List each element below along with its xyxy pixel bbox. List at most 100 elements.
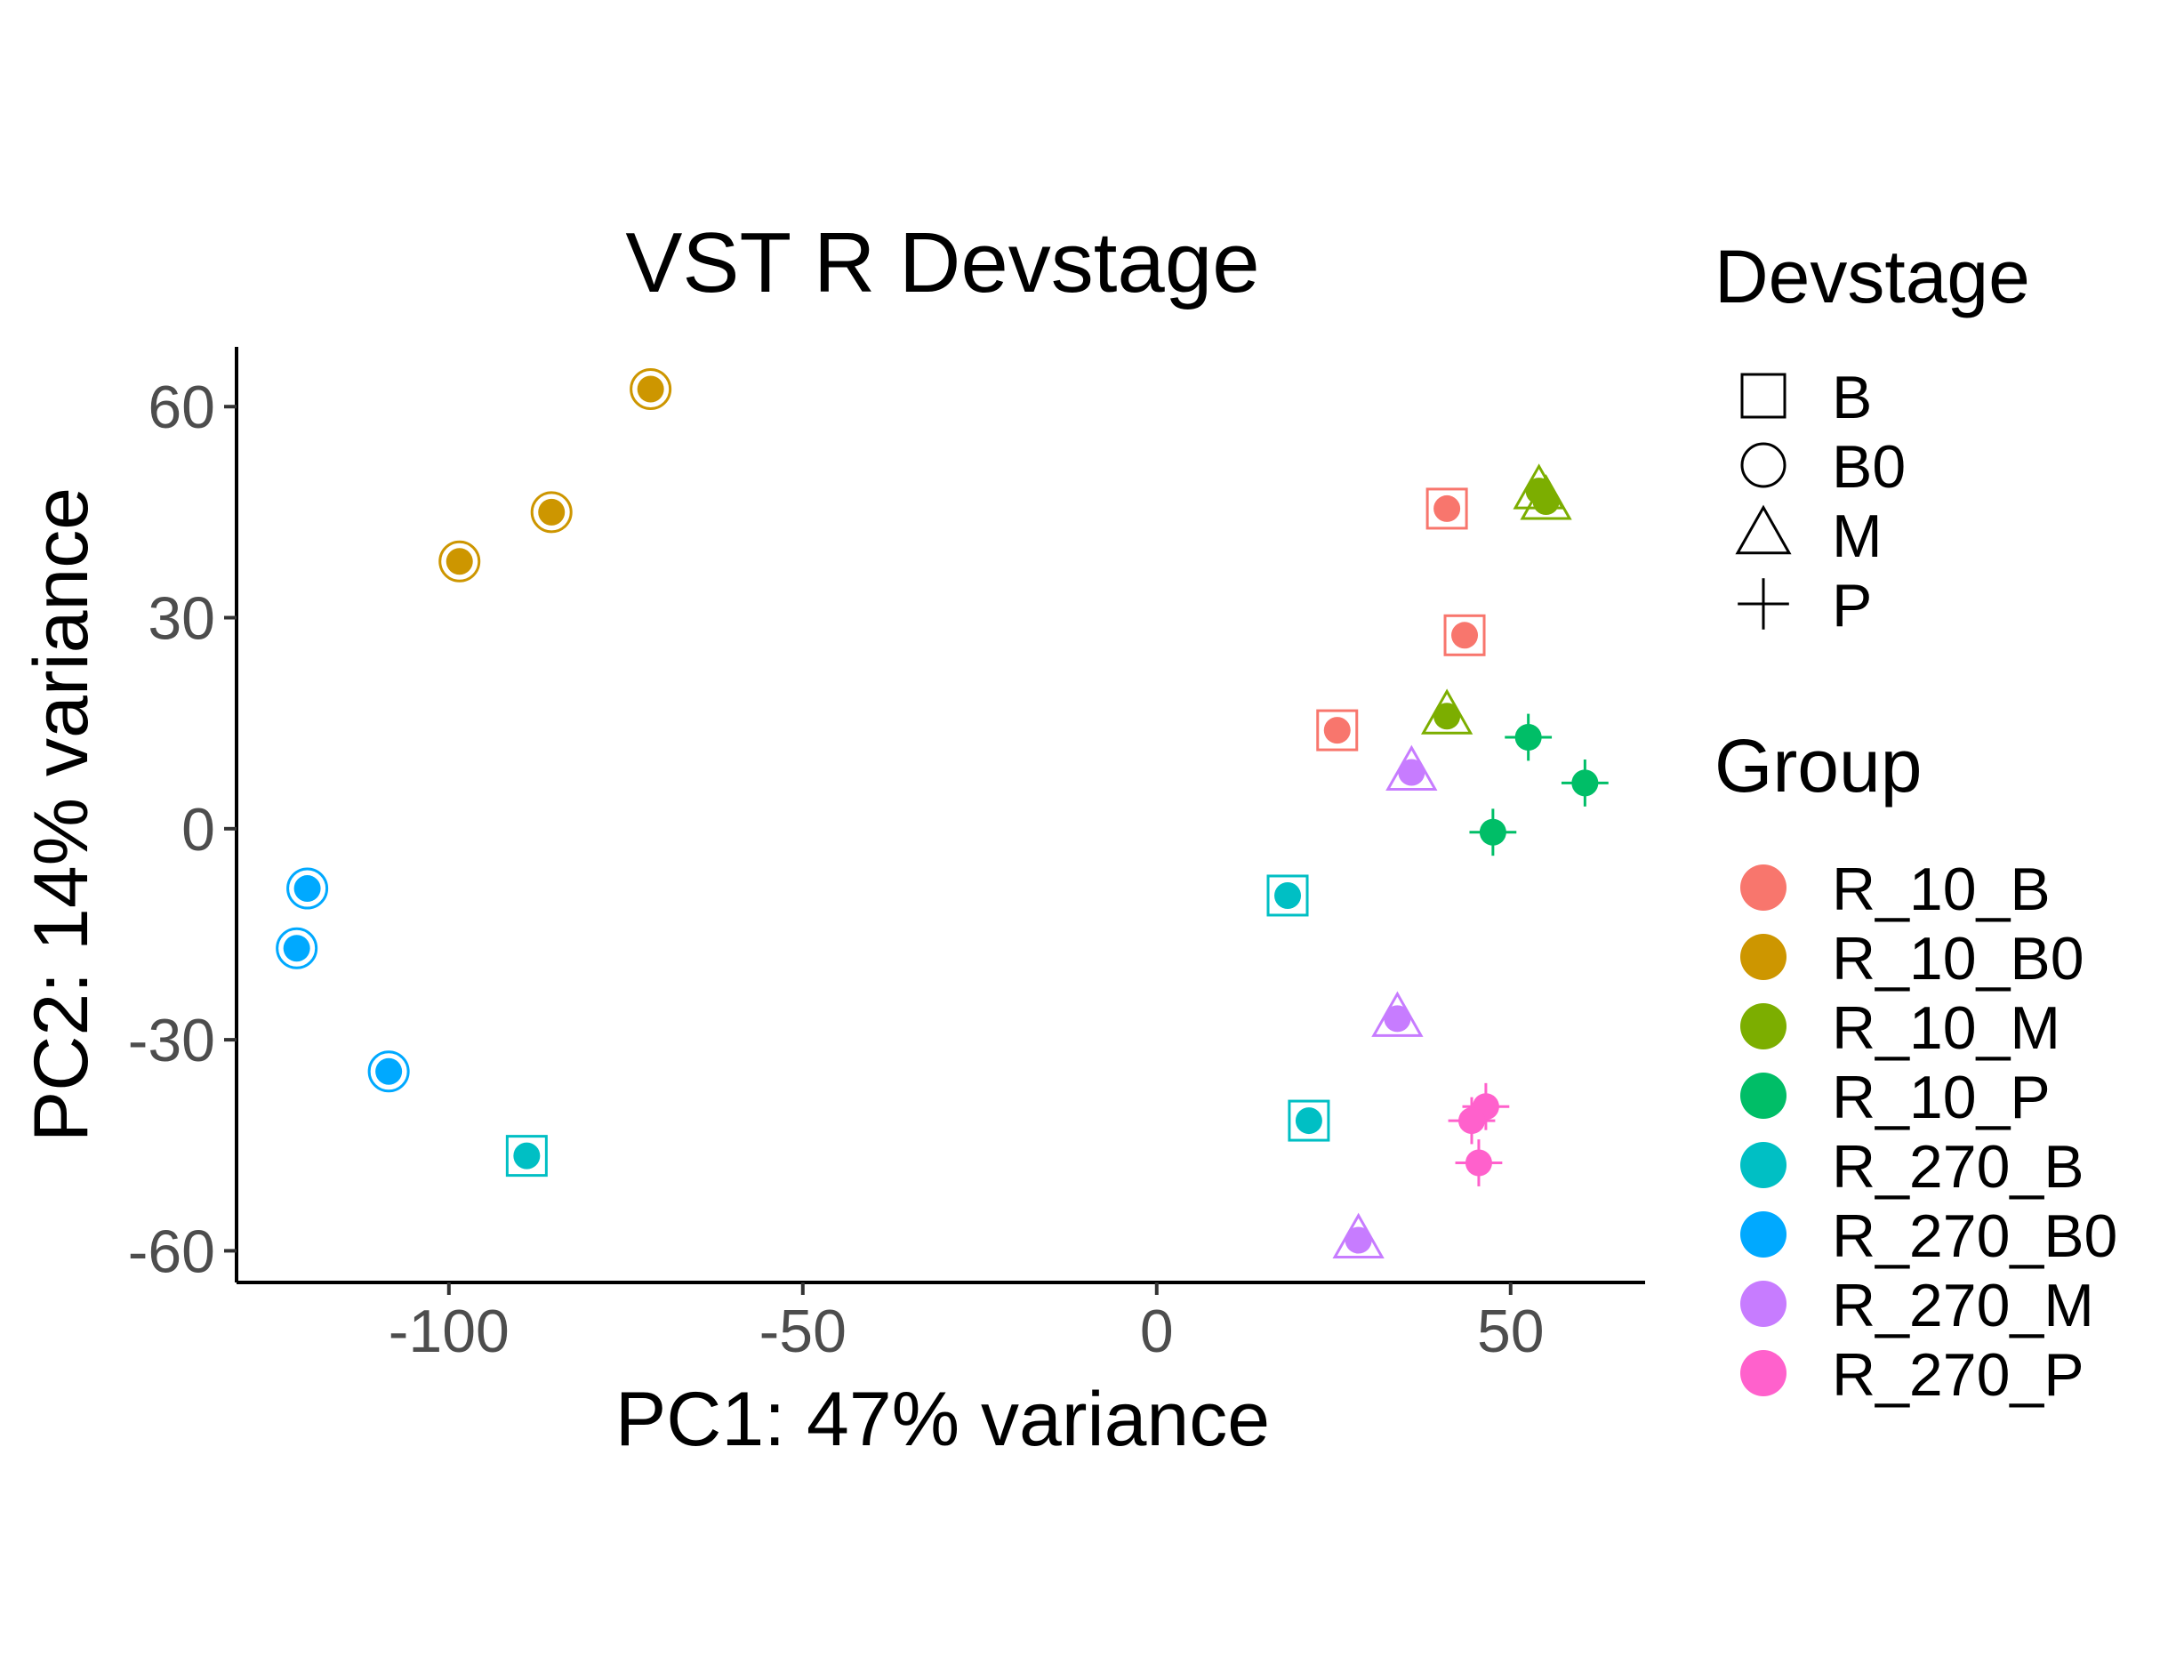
point-fill-dot (1465, 1149, 1492, 1177)
devstage-legend-item: P (1738, 572, 1872, 639)
legend-circle-icon (1740, 442, 1787, 488)
point-fill-dot (1295, 1107, 1322, 1135)
data-point (1520, 474, 1572, 520)
y-tick-label: 30 (148, 585, 215, 653)
y-tick-label: 60 (148, 374, 215, 441)
y-tick-label: -60 (128, 1218, 215, 1285)
legend-square-icon (1740, 373, 1787, 419)
group-legend-item: R_10_P (1740, 1064, 2051, 1131)
data-point (1448, 1097, 1496, 1145)
group-legend-label: R_270_M (1832, 1272, 2094, 1339)
data-point (1266, 874, 1309, 917)
chart-title: VST R Devstage (625, 215, 1259, 310)
data-point (1443, 614, 1486, 656)
group-legend-item: R_270_M (1740, 1272, 2094, 1339)
legend-color-dot (1740, 934, 1787, 980)
x-tick-label: -100 (389, 1298, 510, 1365)
point-fill-dot (1571, 769, 1599, 797)
legend-color-dot (1740, 1211, 1787, 1258)
legend-color-dot (1740, 1142, 1787, 1188)
legend-triangle-icon (1735, 504, 1792, 555)
point-fill-dot (1274, 881, 1302, 909)
data-point (1425, 487, 1468, 530)
x-tick-label: -50 (759, 1298, 847, 1365)
group-legend-label: R_10_B0 (1832, 925, 2084, 993)
point-fill-dot (1433, 703, 1461, 730)
group-legend-label: R_10_M (1832, 994, 2060, 1062)
group-legend-label: R_270_P (1832, 1341, 2084, 1409)
plot-area (276, 367, 1609, 1259)
point-fill-dot (1514, 723, 1542, 751)
legend-plus-icon (1738, 578, 1789, 630)
legend-color-dot (1740, 1073, 1787, 1119)
x-tick-label: 50 (1477, 1298, 1545, 1365)
devstage-legend-label: P (1832, 572, 1872, 639)
data-point (1288, 1099, 1330, 1142)
devstage-legend-item: B0 (1740, 433, 1906, 501)
group-legend-item: R_10_B (1740, 856, 2051, 923)
data-point (530, 491, 573, 534)
data-point (630, 367, 672, 410)
data-point (438, 540, 481, 583)
point-square-marker (1266, 874, 1309, 917)
group-legend-item: R_270_B0 (1740, 1202, 2117, 1270)
group-legend-item: R_270_B (1740, 1133, 2084, 1201)
point-fill-dot (1345, 1226, 1372, 1254)
group-legend-label: R_10_B (1832, 856, 2051, 923)
group-legend-item: R_10_B0 (1740, 925, 2084, 993)
data-point (1505, 713, 1553, 761)
point-circle-marker (286, 867, 329, 910)
group-legend: Group R_10_BR_10_B0R_10_MR_10_PR_270_BR_… (1714, 724, 2117, 1409)
point-fill-dot (513, 1142, 541, 1170)
point-fill-dot (1384, 1005, 1411, 1033)
point-fill-dot (1433, 494, 1461, 522)
y-axis-ticks: -60 -30 0 30 60 (128, 374, 237, 1285)
data-point (367, 1050, 410, 1093)
point-circle-marker (530, 491, 573, 534)
point-square-marker (1288, 1099, 1330, 1142)
devstage-legend-item: M (1735, 502, 1883, 570)
point-fill-dot (637, 375, 664, 403)
data-point (505, 1135, 548, 1178)
data-point (1455, 1139, 1503, 1186)
point-fill-dot (1457, 1107, 1485, 1135)
point-circle-marker (438, 540, 481, 583)
point-fill-dot (446, 548, 473, 575)
devstage-legend-label: B0 (1832, 433, 1906, 501)
point-circle-marker (276, 927, 318, 969)
devstage-legend-item: B (1740, 364, 1872, 431)
point-fill-dot (293, 875, 321, 903)
point-fill-dot (1479, 818, 1506, 846)
point-fill-dot (1398, 759, 1425, 786)
point-fill-dot (538, 498, 566, 526)
point-fill-dot (1451, 622, 1479, 649)
x-axis-ticks: -100 -50 0 50 (389, 1282, 1545, 1365)
data-point (1469, 808, 1517, 856)
point-fill-dot (283, 935, 310, 962)
group-legend-title: Group (1714, 724, 1922, 808)
legend-color-dot (1740, 1350, 1787, 1396)
data-point (1316, 709, 1359, 752)
devstage-legend-label: B (1832, 364, 1872, 431)
point-square-marker (1425, 487, 1468, 530)
y-tick-label: 0 (181, 796, 215, 864)
point-square-marker (1316, 709, 1359, 752)
legend-color-dot (1740, 1281, 1787, 1327)
group-legend-label: R_270_B0 (1832, 1202, 2117, 1270)
point-square-marker (1443, 614, 1486, 656)
point-fill-dot (1532, 488, 1560, 516)
data-point (1385, 744, 1438, 792)
data-point (286, 867, 329, 910)
point-circle-marker (367, 1050, 410, 1093)
group-legend-item: R_270_P (1740, 1341, 2084, 1409)
data-point (1561, 760, 1609, 807)
x-tick-label: 0 (1140, 1298, 1174, 1365)
y-tick-label: -30 (128, 1007, 215, 1074)
group-legend-label: R_10_P (1832, 1064, 2051, 1131)
group-legend-label: R_270_B (1832, 1133, 2084, 1201)
data-point (276, 927, 318, 969)
point-circle-marker (630, 367, 672, 410)
